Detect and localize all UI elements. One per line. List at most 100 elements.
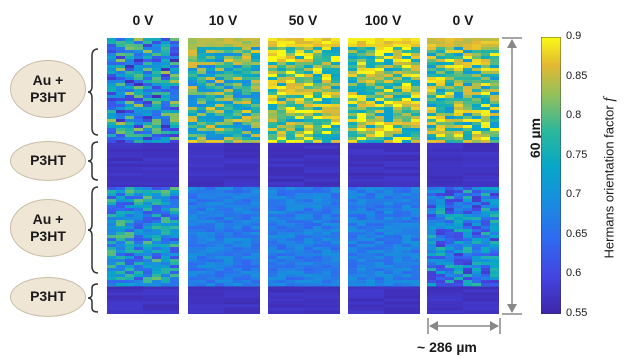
- heatmap-cell: [268, 151, 305, 156]
- heatmap-cell: [454, 217, 464, 221]
- heatmap-cell: [215, 235, 225, 239]
- heatmap-cell: [445, 47, 455, 51]
- heatmap-cell: [268, 226, 278, 230]
- heatmap-cell: [304, 220, 314, 224]
- heatmap-cell: [125, 199, 135, 203]
- heatmap-cell: [322, 116, 332, 120]
- heatmap-cell: [188, 253, 198, 257]
- heatmap-cell: [143, 190, 153, 194]
- heatmap-cell: [188, 199, 198, 203]
- heatmap-cell: [472, 47, 482, 51]
- heatmap-cell: [277, 107, 287, 111]
- heatmap-cell: [206, 62, 216, 66]
- heatmap-cell: [197, 280, 207, 284]
- heatmap-cell: [242, 196, 252, 200]
- heatmap-cell: [375, 187, 385, 191]
- heatmap-cell: [454, 226, 464, 230]
- heatmap-cell: [242, 235, 252, 239]
- heatmap-cell: [411, 83, 420, 87]
- heatmap-cell: [436, 128, 446, 132]
- heatmap-cell: [357, 223, 367, 227]
- heatmap-cell: [107, 163, 144, 168]
- heatmap-cell: [277, 113, 287, 117]
- heatmap-cell: [107, 134, 117, 138]
- heatmap-cell: [445, 226, 455, 230]
- heatmap-cell: [161, 199, 171, 203]
- heatmap-cell: [206, 268, 216, 272]
- heatmap-cell: [286, 208, 296, 212]
- heatmap-cell: [472, 202, 482, 206]
- heatmap-cell: [197, 190, 207, 194]
- heatmap-cell: [393, 265, 403, 269]
- heatmap-cell: [143, 71, 153, 75]
- heatmap-cell: [411, 199, 420, 203]
- heatmap-cell: [134, 226, 144, 230]
- heatmap-cell: [348, 187, 358, 191]
- heatmap-cell: [295, 131, 305, 135]
- heatmap-cell: [251, 217, 260, 221]
- heatmap-cell: [268, 211, 278, 215]
- heatmap-cell: [188, 274, 198, 278]
- heatmap-cell: [304, 250, 314, 254]
- heatmap-cell: [206, 193, 216, 197]
- heatmap-cell: [454, 77, 464, 81]
- heatmap-cell: [107, 277, 117, 281]
- heatmap-cell: [402, 41, 412, 45]
- heatmap-cell: [116, 59, 126, 63]
- heatmap-cell: [233, 244, 243, 248]
- heatmap-cell: [304, 301, 340, 305]
- heatmap-cell: [463, 235, 473, 239]
- heatmap-cell: [375, 122, 385, 126]
- heatmap-cell: [197, 187, 207, 191]
- heatmap-cell: [143, 74, 153, 78]
- heatmap-cell: [125, 104, 135, 108]
- heatmap-cell: [242, 101, 252, 105]
- heatmap-cell: [348, 47, 358, 51]
- heatmap-cell: [188, 181, 225, 186]
- heatmap-cell: [427, 77, 437, 81]
- heatmap-cell: [143, 304, 179, 308]
- heatmap-cell: [206, 119, 216, 123]
- heatmap-cell: [242, 244, 252, 248]
- heatmap-cell: [331, 274, 340, 278]
- heatmap-cell: [472, 211, 482, 215]
- heatmap-cell: [331, 256, 340, 260]
- heatmap-cell: [152, 95, 162, 99]
- heatmap-cell: [393, 107, 403, 111]
- heatmap-cell: [143, 95, 153, 99]
- heatmap-cell: [313, 131, 323, 135]
- heatmap-cell: [375, 220, 385, 224]
- heatmap-cell: [490, 74, 499, 78]
- heatmap-cell: [277, 214, 287, 218]
- heatmap-cell: [375, 113, 385, 117]
- heatmap-cell: [268, 59, 278, 63]
- heatmap-cell: [411, 280, 420, 284]
- heatmap-cell: [384, 313, 420, 314]
- heatmap-cell: [384, 241, 394, 245]
- heatmap-cell: [393, 89, 403, 93]
- heatmap-cell: [393, 56, 403, 60]
- heatmap-cell: [143, 157, 179, 162]
- heatmap-cell: [427, 47, 437, 51]
- heatmap-cell: [152, 140, 162, 144]
- heatmap-cell: [295, 256, 305, 260]
- heatmap-cell: [393, 77, 403, 81]
- heatmap-cell: [277, 283, 287, 287]
- heatmap-cell: [490, 262, 499, 266]
- heatmap-cell: [268, 137, 278, 141]
- heatmap-cell: [188, 220, 198, 224]
- heatmap-cell: [490, 274, 499, 278]
- heatmap-cell: [366, 214, 376, 218]
- heatmap-cell: [384, 38, 394, 42]
- heatmap-cell: [251, 277, 260, 281]
- heatmap-cell: [411, 256, 420, 260]
- heatmap-cell: [286, 214, 296, 218]
- heatmap-cell: [161, 140, 171, 144]
- heatmap-cell: [313, 259, 323, 263]
- heatmap-cell: [233, 107, 243, 111]
- heatmap-cell: [427, 154, 464, 159]
- heatmap-cell: [242, 190, 252, 194]
- heatmap-cell: [197, 77, 207, 81]
- heatmap-cell: [427, 190, 437, 194]
- heatmap-cell: [348, 232, 358, 236]
